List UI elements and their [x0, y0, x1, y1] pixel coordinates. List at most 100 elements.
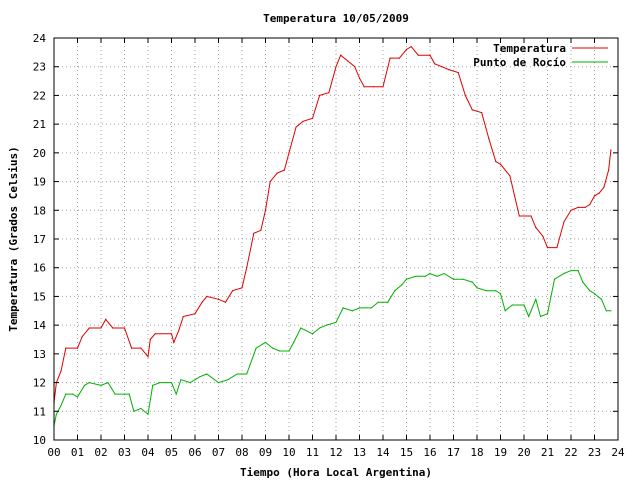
data-point [241, 287, 243, 289]
y-tick-label: 13 [33, 348, 46, 361]
y-tick-label: 20 [33, 147, 46, 160]
data-point [539, 315, 542, 318]
y-tick-label: 23 [33, 61, 46, 74]
x-tick-label: 01 [71, 446, 84, 459]
data-point [499, 163, 502, 165]
x-tick-label: 10 [282, 446, 295, 459]
data-point [217, 298, 220, 300]
data-point [236, 373, 238, 375]
data-point [253, 232, 255, 234]
data-point [608, 169, 610, 171]
data-point [351, 310, 353, 312]
x-tick-label: 23 [588, 446, 601, 459]
y-tick-label: 18 [33, 204, 46, 217]
data-point [603, 186, 605, 188]
data-point [504, 310, 506, 312]
data-point [424, 275, 426, 277]
data-point [389, 57, 391, 59]
data-point [542, 235, 544, 237]
data-point [523, 304, 525, 306]
data-point [382, 86, 384, 88]
data-point [452, 278, 455, 280]
data-point [189, 382, 191, 384]
x-tick-label: 14 [376, 446, 390, 459]
x-axis-label: Tiempo (Hora Local Argentina) [240, 466, 432, 479]
data-point [283, 169, 285, 171]
chart-title: Temperatura 10/05/2009 [263, 12, 409, 25]
data-point [610, 149, 612, 151]
y-tick-label: 19 [33, 176, 46, 189]
data-point [76, 347, 79, 349]
data-point [123, 327, 126, 329]
data-point [610, 310, 612, 312]
series-layer [53, 45, 612, 427]
data-point [499, 293, 502, 295]
data-point [514, 195, 516, 197]
data-point [105, 318, 107, 320]
data-point [593, 195, 596, 197]
data-point [577, 270, 579, 272]
data-point [441, 66, 443, 68]
x-tick-label: 09 [259, 446, 272, 459]
data-point [255, 347, 257, 349]
data-point [147, 413, 149, 415]
data-point [429, 272, 431, 275]
data-point [246, 373, 248, 375]
data-point [326, 324, 328, 326]
data-point [88, 382, 90, 384]
x-tick-label: 18 [470, 446, 483, 459]
y-tick-label: 21 [33, 118, 46, 131]
data-point [170, 333, 173, 335]
data-point [471, 281, 473, 283]
data-point [535, 226, 537, 229]
data-point [464, 94, 466, 96]
x-tick-label: 00 [47, 446, 60, 459]
data-point [584, 206, 586, 208]
data-point [272, 347, 274, 349]
data-point [276, 172, 278, 174]
x-tick-label: 20 [517, 446, 530, 459]
x-tick-label: 02 [94, 446, 107, 459]
data-point [65, 347, 67, 349]
x-tick-label: 12 [329, 446, 342, 459]
data-point [60, 370, 62, 372]
data-point [354, 66, 356, 68]
data-point [55, 413, 58, 415]
data-point [401, 284, 403, 286]
data-point [570, 270, 572, 272]
data-point [300, 327, 302, 329]
data-point [398, 57, 400, 59]
legend-label: Punto de Rocío [473, 56, 566, 69]
data-point [128, 393, 130, 395]
data-point [133, 410, 135, 412]
y-axis-label: Temperatura (Grados Celsius) [7, 146, 20, 331]
x-tick-label: 22 [564, 446, 577, 459]
data-point [476, 287, 478, 289]
x-tick-label: 03 [118, 446, 131, 459]
data-point [154, 333, 156, 335]
x-tick-label: 05 [165, 446, 178, 459]
data-point [434, 63, 436, 65]
data-point [206, 373, 208, 375]
data-point [140, 347, 142, 349]
data-point [495, 160, 497, 163]
data-point [264, 341, 267, 343]
data-point [495, 290, 497, 292]
data-point [589, 203, 591, 206]
x-tick-label: 24 [611, 446, 625, 459]
data-point [83, 384, 86, 386]
data-point [112, 327, 114, 329]
x-tick-label: 21 [541, 446, 554, 459]
x-tick-label: 07 [212, 446, 225, 459]
data-point [72, 393, 74, 395]
data-point [577, 206, 579, 208]
data-point [582, 281, 584, 283]
x-tick-label: 06 [188, 446, 201, 459]
data-point [394, 290, 396, 292]
x-tick-label: 17 [447, 446, 460, 459]
data-point [417, 54, 419, 56]
data-point [60, 404, 62, 407]
data-point [178, 330, 180, 332]
